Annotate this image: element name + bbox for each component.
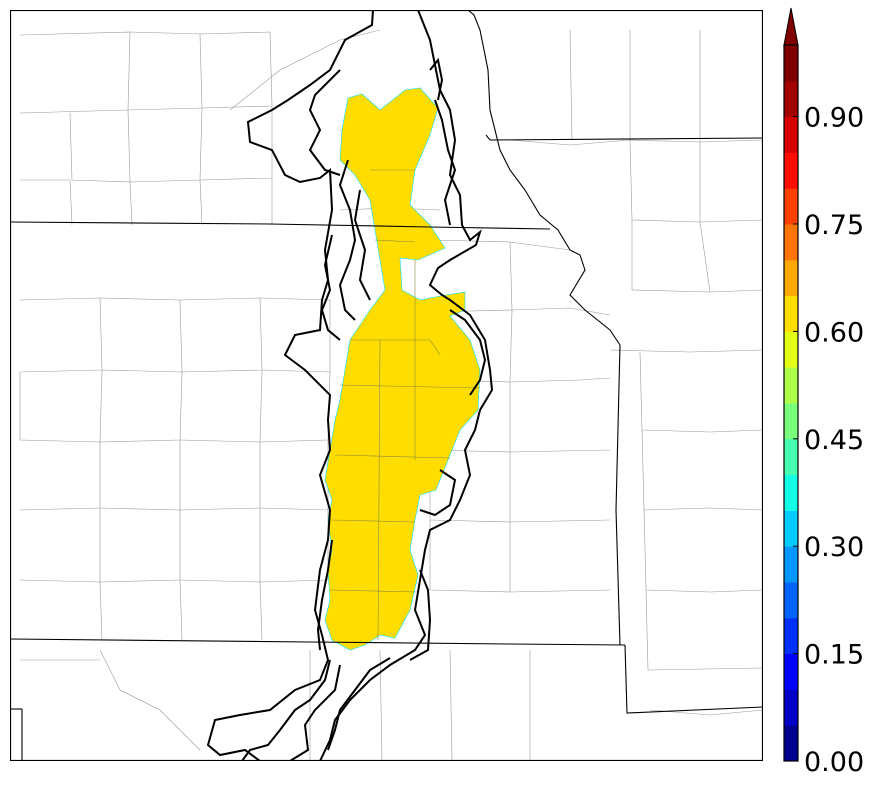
colorbar-bin [784, 403, 798, 440]
colorbar-tick-label: 0.90 [804, 103, 864, 134]
colorbar-bin [784, 331, 798, 368]
colorbar-bin [784, 80, 798, 118]
state-boundaries [10, 10, 763, 761]
colorbar-bin [784, 653, 798, 690]
colorbar-tick-label: 0.45 [804, 425, 864, 456]
colorbar-tick-label: 0.75 [804, 210, 864, 241]
county-boundaries-overlay [329, 169, 481, 641]
probability-contours [206, 10, 494, 761]
colorbar-bin [784, 725, 798, 762]
colorbar-tick-label: 0.15 [804, 640, 864, 671]
colorbar-bin [784, 188, 798, 225]
colorbar: 0.00 0.15 0.30 0.45 0.60 0.75 0.90 [783, 7, 864, 778]
colorbar-bin [784, 116, 798, 153]
colorbar-bin [784, 582, 798, 619]
colorbar-bin [784, 295, 798, 332]
colorbar-bin [784, 367, 798, 404]
colorbar-bin [784, 224, 798, 261]
colorbar-ticks: 0.00 0.15 0.30 0.45 0.60 0.75 0.90 [793, 103, 864, 778]
colorbar-bin [784, 45, 798, 82]
shaded-probability-region [324, 87, 481, 651]
colorbar-bin [784, 474, 798, 511]
colorbar-tick-label: 0.30 [804, 532, 864, 563]
colorbar-tick-label: 0.60 [804, 317, 864, 348]
colorbar-bin [784, 259, 798, 297]
colorbar-border [783, 44, 799, 762]
colorbar-bin [784, 510, 798, 547]
colorbar-extend-arrow [783, 7, 799, 46]
colorbar-bin [784, 546, 798, 583]
colorbar-bin [784, 438, 798, 476]
map-border [10, 10, 763, 761]
colorbar-bin [784, 617, 798, 655]
colorbar-bins [784, 45, 798, 762]
map-panel [10, 10, 763, 761]
county-boundaries [19, 29, 763, 761]
colorbar-tick-label: 0.00 [804, 747, 864, 778]
colorbar-bin [784, 689, 798, 726]
colorbar-bin [784, 152, 798, 189]
